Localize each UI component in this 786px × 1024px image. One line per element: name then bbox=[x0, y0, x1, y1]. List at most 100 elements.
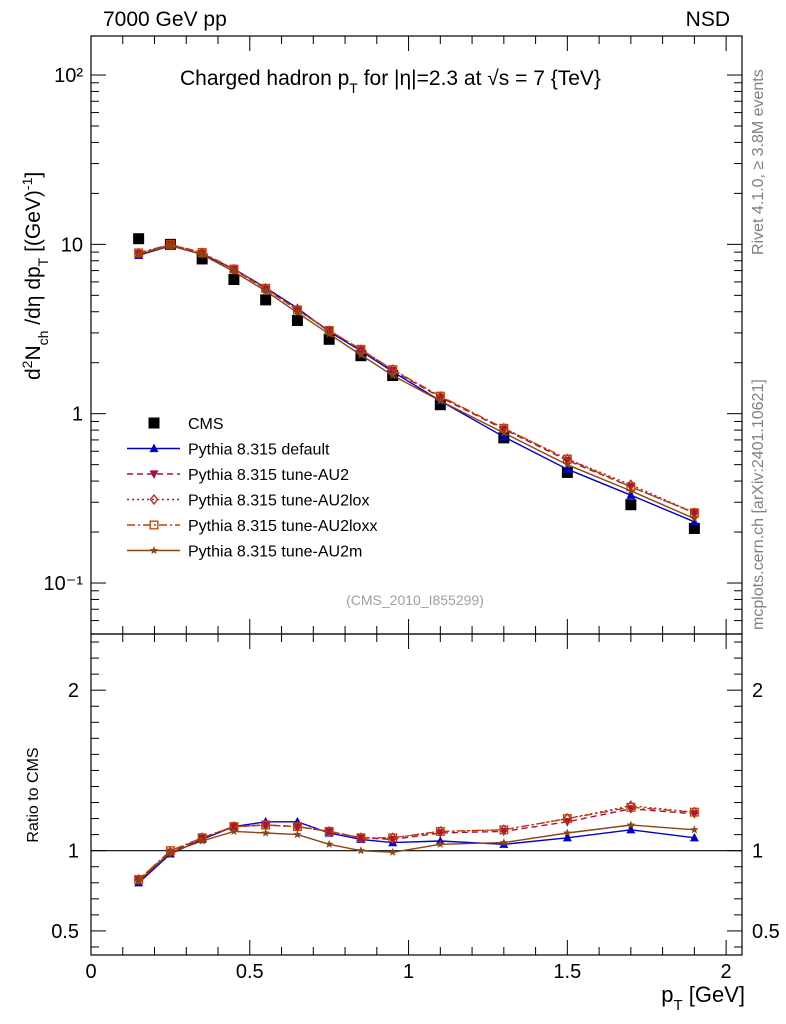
main-title-text: Charged hadron pT for |η|=2.3 at √s = 7 … bbox=[180, 67, 601, 96]
ratio-ytick-label-right: 0.5 bbox=[752, 921, 780, 943]
ratio-point-2-12 bbox=[626, 800, 636, 812]
ratio-series-4 bbox=[134, 820, 699, 885]
legend-marker-4 bbox=[149, 520, 159, 530]
legend-entry-1: Pythia 8.315 default bbox=[127, 442, 330, 459]
legend-marker-5 bbox=[149, 546, 159, 555]
header-right-label: NSD bbox=[686, 8, 730, 31]
ratio-ytick-label-right: 1 bbox=[752, 841, 763, 863]
ratio-point-4-13 bbox=[690, 825, 699, 834]
ratio-point-2-13 bbox=[689, 806, 699, 818]
xtick-label: 1 bbox=[403, 961, 414, 983]
ratio-point-2-9 bbox=[435, 825, 445, 837]
main-point-0-4 bbox=[260, 294, 272, 306]
ratio-series-line-2 bbox=[138, 804, 695, 881]
main-point-5-6 bbox=[324, 329, 334, 338]
legend-entry-5: Pythia 8.315 tune-AU2m bbox=[127, 544, 362, 561]
ratio-ytick-label-left: 2 bbox=[68, 680, 79, 702]
ratio-point-4-8 bbox=[388, 847, 397, 856]
x-axis-label: pT [GeV] bbox=[661, 982, 745, 1014]
main-point-5-12 bbox=[626, 486, 636, 495]
ratio-point-0-11 bbox=[562, 832, 572, 842]
main-y-axis-label: d2Nch /dη dpT [(GeV)-1] bbox=[19, 172, 51, 380]
analysis-id-annotation: (CMS_2010_I855299) bbox=[346, 592, 484, 608]
svg-text:pT [GeV]: pT [GeV] bbox=[661, 982, 745, 1014]
ratio-point-4-7 bbox=[356, 846, 366, 855]
legend-entry-2: Pythia 8.315 tune-AU2 bbox=[127, 467, 349, 484]
main-point-5-7 bbox=[356, 350, 366, 359]
main-point-1-11 bbox=[562, 464, 572, 473]
ratio-ytick-label-right: 2 bbox=[752, 680, 763, 702]
ratio-point-4-11 bbox=[563, 828, 572, 837]
ratio-series-3 bbox=[134, 802, 699, 885]
main-panel: 10² 10 1 10⁻¹ Charged hadron pT for |η|=2.3… bbox=[19, 35, 743, 635]
ratio-series-2 bbox=[134, 800, 699, 886]
header-left-label: 7000 GeV pp bbox=[103, 8, 227, 31]
main-series-group bbox=[133, 233, 700, 534]
ratio-point-0-13 bbox=[689, 832, 699, 842]
rivet-label: Rivet 4.1.0, ≥ 3.8M events bbox=[750, 69, 767, 255]
xtick-label: 2 bbox=[721, 961, 732, 983]
main-series-line-5 bbox=[138, 244, 695, 520]
ratio-y-axis-label: Ratio to CMS bbox=[25, 747, 42, 842]
ratio-point-3-6 bbox=[324, 826, 334, 836]
mcplots-label: mcplots.cern.ch [arXiv:2401.10621] bbox=[750, 379, 767, 630]
ratio-series-line-4 bbox=[138, 824, 695, 882]
main-point-1-10 bbox=[499, 431, 509, 441]
main-point-0-9 bbox=[434, 399, 446, 411]
ratio-point-4-12 bbox=[626, 820, 636, 829]
main-point-5-10 bbox=[499, 428, 509, 437]
legend-label-0: CMS bbox=[188, 416, 224, 433]
ratio-point-3-10 bbox=[499, 825, 509, 835]
xtick-label: 1.5 bbox=[553, 961, 581, 983]
ratio-point-4-10 bbox=[499, 838, 509, 847]
legend: CMS Pythia 8.315 default Pythia 8.315 tune… bbox=[127, 416, 377, 561]
legend-label-3: Pythia 8.315 tune-AU2lox bbox=[188, 493, 369, 510]
xtick-label: 0 bbox=[85, 961, 96, 983]
main-point-5-1 bbox=[166, 240, 175, 250]
ratio-point-4-4 bbox=[261, 828, 270, 837]
main-point-5-9 bbox=[436, 396, 445, 405]
legend-entry-0: CMS bbox=[148, 416, 224, 433]
ratio-point-3-9 bbox=[435, 826, 445, 836]
ratio-point-4-2 bbox=[197, 836, 207, 845]
main-point-0-5 bbox=[291, 315, 303, 327]
ratio-panel: 2 2 1 1 0.5 0.5 0 0.5 1 1.5 2 Ratio to CMS pT [Ge… bbox=[25, 633, 780, 1014]
ratio-point-2-7 bbox=[356, 832, 366, 844]
ratio-y-tick-labels: 2 2 1 1 0.5 0.5 bbox=[51, 680, 780, 943]
main-point-5-2 bbox=[197, 250, 207, 259]
legend-label-4: Pythia 8.315 tune-AU2loxx bbox=[188, 518, 377, 535]
main-y-tick-labels: 10² 10 1 10⁻¹ bbox=[44, 65, 84, 595]
ratio-series-1 bbox=[134, 805, 699, 885]
main-point-5-11 bbox=[563, 460, 572, 469]
ratio-point-3-11 bbox=[562, 814, 572, 824]
main-title: Charged hadron pT for |η|=2.3 at √s = 7 … bbox=[180, 67, 601, 96]
ratio-series-group bbox=[134, 800, 699, 887]
ratio-point-2-11 bbox=[562, 813, 572, 825]
ratio-ytick-label-left: 1 bbox=[68, 841, 79, 863]
main-point-5-0 bbox=[134, 250, 143, 259]
main-series-line-4 bbox=[138, 243, 695, 514]
ratio-ytick-label-left: 0.5 bbox=[51, 921, 79, 943]
ratio-plot-frame bbox=[90, 633, 743, 956]
legend-entry-4: Pythia 8.315 tune-AU2loxx bbox=[127, 518, 377, 535]
main-point-1-13 bbox=[689, 516, 699, 526]
main-ytick-label: 1 bbox=[72, 404, 83, 426]
ratio-point-3-7 bbox=[356, 833, 366, 843]
svg-text:d2Nch /dη dpT [(GeV)-1]: d2Nch /dη dpT [(GeV)-1] bbox=[19, 172, 51, 380]
main-point-5-13 bbox=[690, 514, 699, 523]
legend-label-5: Pythia 8.315 tune-AU2m bbox=[188, 544, 362, 561]
main-point-5-8 bbox=[388, 371, 397, 380]
main-point-0-12 bbox=[625, 499, 637, 511]
ratio-point-4-6 bbox=[324, 839, 334, 848]
main-point-3-2 bbox=[197, 247, 207, 259]
ratio-series-line-3 bbox=[138, 806, 695, 881]
main-point-0-0 bbox=[133, 233, 145, 245]
main-point-0-2 bbox=[196, 253, 208, 265]
legend-marker-1 bbox=[149, 443, 159, 453]
main-point-1-12 bbox=[626, 490, 636, 499]
main-point-3-4 bbox=[261, 283, 271, 295]
ratio-series-line-0 bbox=[138, 821, 695, 884]
legend-marker-0 bbox=[148, 417, 160, 429]
ratio-point-3-12 bbox=[626, 802, 636, 812]
